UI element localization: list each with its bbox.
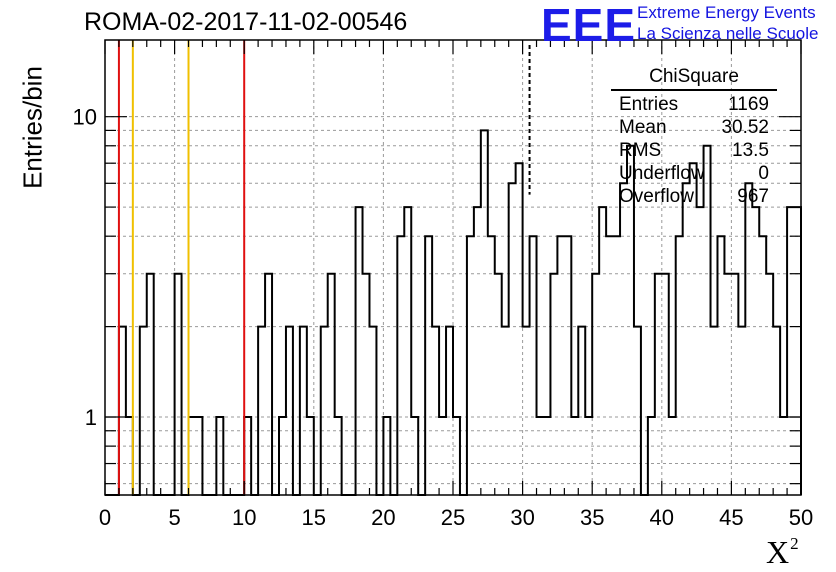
x-tick-label: 35 [580,505,604,530]
x-tick-label: 40 [650,505,674,530]
stats-label: Entries [619,94,679,115]
x-axis-label: X2 [766,534,799,570]
stats-row: Mean 30.52 [611,116,777,139]
logo-line-2: La Scienza nelle Scuole [637,24,819,43]
x-tick-label: 10 [232,505,256,530]
x-tick-label: 15 [302,505,326,530]
x-tick-label: 50 [789,505,813,530]
stats-value: 13.5 [732,140,769,161]
x-tick-label: 30 [510,505,534,530]
stats-value: 967 [737,186,769,207]
stats-value: 30.52 [721,117,769,138]
x-tick-label: 20 [371,505,395,530]
stats-value: 0 [758,163,769,184]
eee-logo: EEE [541,0,637,51]
logo-line-1: Extreme Energy Events [637,3,816,22]
x-tick-label: 45 [719,505,743,530]
threshold-lines [117,40,531,495]
x-tick-label: 0 [99,505,111,530]
y-tick-label: 1 [85,405,97,430]
stats-value: 1169 [728,94,769,115]
stats-label: Underflow [619,163,705,184]
y-axis-label: Entries/bin [17,66,48,189]
stats-row: Entries 1169 [611,93,777,116]
stats-title: ChiSquare [611,66,777,91]
x-tick-label: 5 [168,505,180,530]
stats-box: ChiSquare Entries 1169 Mean 30.52 RMS 13.5 … [611,66,777,208]
stats-label: Overflow [619,186,694,207]
stats-row: Overflow 967 [611,185,777,208]
y-tick-label: 10 [73,105,97,130]
x-tick-label: 25 [441,505,465,530]
page-title: ROMA-02-2017-11-02-00546 [84,8,408,36]
stats-row: RMS 13.5 [611,139,777,162]
stats-row: Underflow 0 [611,162,777,185]
stats-label: Mean [619,117,667,138]
stats-label: RMS [619,140,662,161]
axes: 0 5 10 15 20 25 30 35 40 45 50 1 10 [73,39,813,530]
